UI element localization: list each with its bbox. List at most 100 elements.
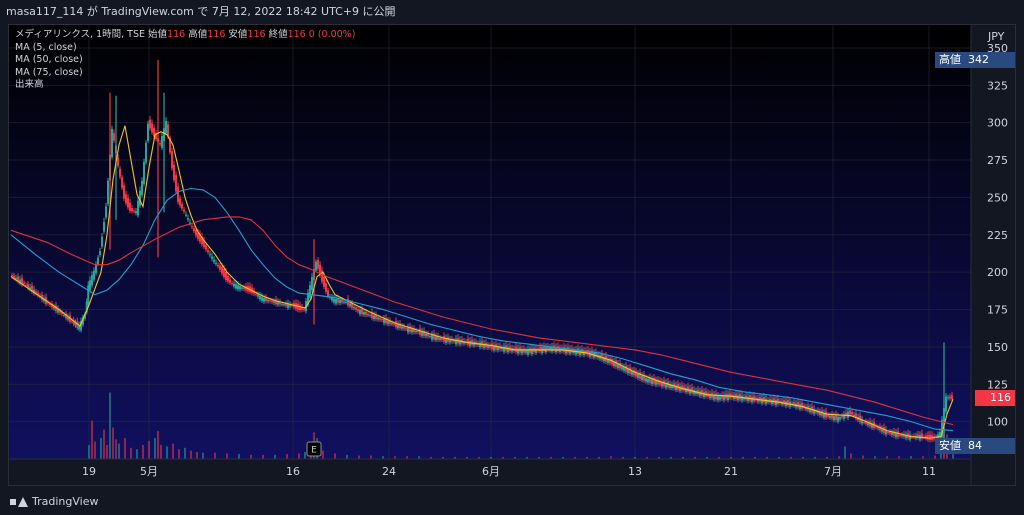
candle-body: [613, 361, 615, 366]
candle-body: [543, 346, 545, 352]
candle-body: [21, 278, 23, 285]
volume-bar: [106, 445, 108, 459]
candle-body: [215, 262, 217, 264]
volume-bar: [622, 456, 624, 459]
candle-body: [113, 133, 115, 141]
candle-body: [347, 299, 349, 306]
ohlc-key: 高値: [185, 29, 208, 40]
candle-body: [309, 285, 311, 298]
grid: [9, 25, 971, 459]
candle-body: [761, 398, 763, 404]
candle-body: [199, 234, 201, 242]
candle-body: [221, 266, 223, 274]
candle-body: [641, 375, 643, 381]
candle-body: [205, 245, 207, 250]
candle-body: [365, 311, 367, 315]
candle-body: [809, 407, 811, 412]
candle-body: [863, 422, 865, 424]
candle-body: [645, 378, 647, 382]
candle-body: [647, 378, 649, 383]
candle-body: [835, 414, 837, 421]
candle-body: [217, 264, 219, 267]
candle-body: [133, 210, 135, 212]
candle-body: [675, 385, 677, 390]
time-tick-label: 13: [628, 465, 642, 478]
volume-bar: [538, 456, 540, 459]
candle-body: [741, 395, 743, 401]
high-value: 342: [968, 52, 989, 66]
volume-bar: [382, 456, 384, 459]
candle-body: [95, 264, 97, 274]
volume-bar: [574, 456, 576, 459]
price-tick-label: 100: [987, 416, 1008, 429]
candle-body: [841, 416, 843, 418]
candle-body: [853, 414, 855, 416]
volume-bar: [634, 456, 636, 459]
bottom-bar: [0, 486, 1024, 515]
candle-body: [411, 328, 413, 333]
candle-body: [155, 133, 157, 140]
candle-body: [237, 285, 239, 290]
candle-body: [15, 277, 17, 280]
candle-body: [37, 292, 39, 296]
symbol-title: メディアリンクス, 1時間, TSE: [15, 29, 146, 40]
candle-body: [467, 339, 469, 345]
legend-ma5[interactable]: MA (5, close): [15, 41, 77, 53]
candle-body: [371, 312, 373, 319]
chart-panel[interactable]: 100 125 150 175 200 225 250 275 300 325 350 19 5月 16…: [8, 24, 1016, 486]
candle-body: [345, 301, 347, 303]
candle-body: [937, 434, 939, 438]
candle-body: [447, 337, 449, 342]
candle-body: [363, 311, 365, 315]
candle-body: [927, 434, 929, 440]
earnings-event-marker[interactable]: E: [306, 441, 322, 457]
volume-bar: [754, 456, 756, 459]
candle-body: [203, 240, 205, 247]
svg-text:E: E: [311, 446, 317, 456]
volume-bar: [238, 454, 240, 459]
candle-body: [423, 330, 425, 336]
price-chart[interactable]: 100 125 150 175 200 225 250 275 300 325 350 19 5月 16…: [9, 25, 1015, 485]
candle-body: [84, 314, 86, 319]
tradingview-brand[interactable]: TradingView: [10, 495, 98, 508]
candle-body: [207, 250, 209, 253]
candle-body: [701, 389, 703, 396]
candle-body: [119, 168, 121, 177]
candle-body: [137, 200, 139, 216]
volume-bar: [178, 449, 180, 459]
legend-volume[interactable]: 出来高: [15, 79, 44, 90]
legend-ma75[interactable]: MA (75, close): [15, 66, 83, 78]
candle-body: [311, 276, 313, 290]
candle-body: [455, 339, 457, 345]
candle-body: [511, 348, 513, 352]
ohlc-key: 終値: [265, 29, 288, 40]
candle-body: [17, 276, 19, 282]
volume-bar: [658, 456, 660, 459]
volume-bar: [274, 454, 276, 459]
candle-body: [491, 343, 493, 350]
candle-body: [76, 321, 79, 328]
moving-averages: [10, 125, 954, 439]
candle-body: [483, 343, 485, 348]
volume-bar: [322, 450, 324, 459]
candle-body: [875, 425, 877, 428]
candle-body: [631, 371, 633, 375]
candle-body: [563, 346, 565, 352]
candle-body: [521, 349, 523, 354]
candle-body: [171, 151, 173, 169]
legend-ma50[interactable]: MA (50, close): [15, 54, 83, 65]
candle-body: [257, 294, 259, 297]
candle-body: [355, 307, 357, 310]
candle-body: [569, 349, 571, 354]
volume-bar: [742, 456, 744, 459]
candle-body: [449, 339, 451, 343]
candle-body: [377, 317, 379, 320]
price-axis-background: [971, 25, 1015, 485]
candle-body: [117, 157, 119, 166]
volume-bar: [148, 440, 150, 459]
candle-body: [877, 427, 879, 429]
volume-bar: [490, 456, 492, 459]
candle-body: [749, 395, 751, 401]
candle-body: [671, 384, 673, 389]
candle-body: [635, 371, 637, 377]
